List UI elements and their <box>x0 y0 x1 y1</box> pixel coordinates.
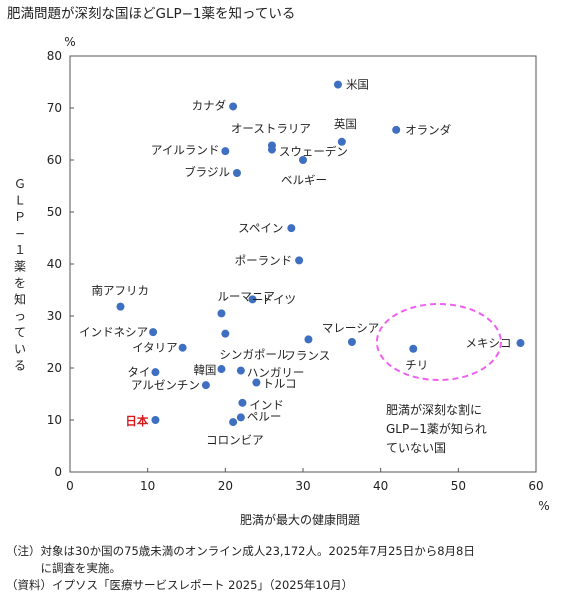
point-label: オランダ <box>405 123 451 137</box>
point-label: オーストラリア <box>231 121 311 135</box>
data-point <box>149 328 158 337</box>
point-label: インド <box>249 398 283 412</box>
x-tick-label: 60 <box>528 479 543 493</box>
data-points <box>116 80 525 427</box>
y-tick-label: 30 <box>47 309 62 323</box>
data-point <box>409 344 418 353</box>
data-point <box>347 338 356 346</box>
point-label: トルコ <box>262 377 296 391</box>
annotation-ellipse <box>375 303 502 381</box>
annotation-line: GLP−1薬が知られ <box>386 421 487 436</box>
footnote-note: （注）対象は30か国の75歳未満のオンライン成人23,172人。2025年7月2… <box>6 544 475 558</box>
data-point <box>295 256 304 265</box>
data-point <box>217 309 226 318</box>
point-label: メキシコ <box>465 336 511 350</box>
data-point <box>304 335 313 344</box>
footnotes: （注）対象は30か国の75歳未満のオンライン成人23,172人。2025年7月2… <box>6 543 558 594</box>
point-label: 韓国 <box>193 363 216 377</box>
data-point <box>248 295 257 304</box>
y-unit-label: % <box>64 35 75 49</box>
point-label: 南アフリカ <box>91 284 149 298</box>
data-point <box>229 418 238 427</box>
point-label: タイ <box>127 365 150 379</box>
y-tick-label: 70 <box>47 101 62 115</box>
point-label: ハンガリー <box>247 366 305 380</box>
y-tick-label: 10 <box>47 413 62 427</box>
y-tick-label: 0 <box>54 465 62 479</box>
point-label: 英国 <box>334 117 357 131</box>
data-point <box>299 156 307 164</box>
point-label: ベルギー <box>281 173 327 187</box>
point-label: カナダ <box>192 98 227 112</box>
point-label: 日本 <box>125 414 148 428</box>
point-label: スウェーデン <box>279 145 348 159</box>
y-tick-label: 40 <box>47 257 62 271</box>
point-label: ポーランド <box>235 253 293 267</box>
point-label: スペイン <box>238 221 283 235</box>
x-unit-label: % <box>538 499 549 513</box>
x-axis-label: 肥満が最大の健康問題 <box>240 512 360 527</box>
data-point <box>151 368 160 377</box>
x-tick-label: 20 <box>218 479 233 493</box>
data-point <box>287 224 296 233</box>
point-label: 米国 <box>346 78 369 92</box>
point-label: インドネシア <box>79 325 148 339</box>
point-label: ペルー <box>247 409 282 423</box>
point-label: シンガポール <box>219 348 288 362</box>
point-label: フランス <box>284 348 330 362</box>
chart-title: 肥満問題が深刻な国ほどGLP−1薬を知っている <box>7 5 295 22</box>
data-point <box>333 80 342 89</box>
y-tick-label: 20 <box>47 361 62 375</box>
annotation-line: 肥満が深刻な割に <box>386 402 482 417</box>
data-point <box>221 329 230 338</box>
point-label: ドイツ <box>262 292 297 306</box>
y-axis-label: ＧＬＰ−１薬を知っている <box>14 177 26 373</box>
footnote-note-cont: に調査を実施。 <box>6 561 121 575</box>
annotation-line: ていない国 <box>386 441 446 455</box>
data-point <box>232 169 241 177</box>
data-point <box>252 378 261 387</box>
footnote-source: （資料）イプソス「医療サービスレポート 2025」（2025年10月） <box>6 578 354 592</box>
point-label: ブラジル <box>184 165 230 179</box>
data-point <box>236 413 245 422</box>
y-tick-label: 50 <box>47 205 62 219</box>
y-tick-label: 60 <box>47 153 62 167</box>
data-point <box>267 145 276 154</box>
data-point <box>151 416 160 424</box>
x-tick-label: 30 <box>295 479 310 493</box>
y-tick-label: 80 <box>47 49 62 63</box>
data-point <box>178 343 187 352</box>
data-point <box>221 147 230 156</box>
point-label: チリ <box>405 358 428 372</box>
data-point <box>229 102 238 111</box>
axes: 0 10 20 30 40 50 60 70 80 0 10 20 30 40 50 60%% 肥満が最大の健康… <box>14 35 550 527</box>
data-point <box>392 125 401 134</box>
data-point <box>217 365 226 374</box>
x-tick-label: 50 <box>451 479 466 493</box>
point-label: アイルランド <box>151 143 219 157</box>
point-label: マレーシア <box>322 321 379 335</box>
data-point <box>516 339 525 348</box>
data-point <box>201 381 210 390</box>
point-label: イタリア <box>132 341 178 355</box>
x-tick-label: 0 <box>66 479 74 493</box>
point-label: ルーマニア <box>217 289 275 303</box>
data-point <box>236 366 245 375</box>
point-label: コロンビア <box>206 433 264 447</box>
x-tick-label: 10 <box>140 479 155 493</box>
data-point <box>238 398 247 407</box>
data-point <box>116 302 125 311</box>
annotation-ellipse-layer <box>375 303 502 381</box>
point-label: アルゼンチン <box>131 378 200 392</box>
x-tick-label: 40 <box>373 479 388 493</box>
data-point <box>337 137 346 146</box>
